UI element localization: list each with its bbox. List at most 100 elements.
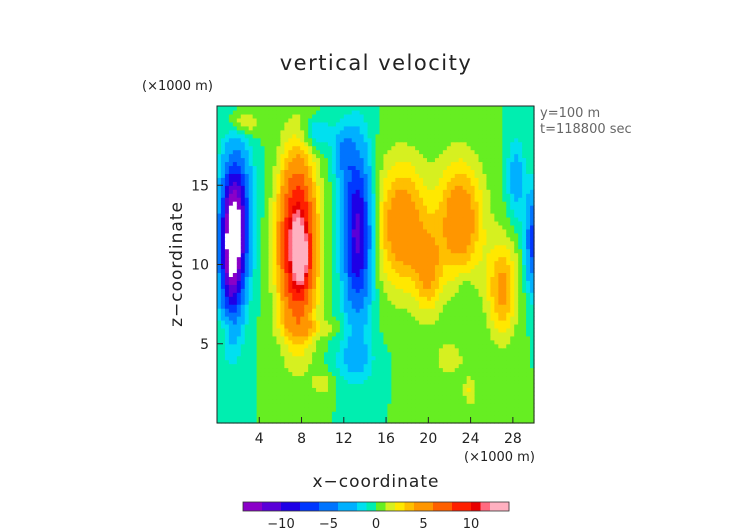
- heatmap-cell: [268, 355, 274, 361]
- heatmap-cell: [335, 351, 341, 357]
- heatmap-cell: [514, 284, 519, 289]
- heatmap-cell: [506, 407, 511, 412]
- heatmap-cell: [415, 292, 420, 297]
- heatmap-cell: [419, 296, 424, 301]
- heatmap-cell: [367, 359, 373, 365]
- heatmap-cell: [351, 284, 357, 289]
- heatmap-cell: [300, 236, 305, 242]
- heatmap-cell: [268, 252, 274, 258]
- heatmap-cell: [490, 236, 495, 242]
- heatmap-cell: [391, 177, 396, 182]
- heatmap-cell: [502, 339, 507, 345]
- heatmap-cell: [355, 363, 361, 369]
- heatmap-cell: [331, 280, 337, 285]
- heatmap-cell: [419, 244, 424, 250]
- heatmap-cell: [248, 260, 254, 266]
- heatmap-cell: [351, 181, 357, 186]
- heatmap-cell: [232, 296, 238, 301]
- heatmap-cell: [450, 236, 456, 242]
- heatmap-cell: [284, 331, 289, 337]
- heatmap-cell: [466, 224, 472, 230]
- heatmap-cell: [228, 201, 234, 206]
- heatmap-cell: [522, 375, 527, 381]
- heatmap-cell: [399, 327, 404, 333]
- heatmap-cell: [276, 415, 281, 420]
- heatmap-cell: [371, 363, 377, 369]
- heatmap-cell: [403, 185, 408, 190]
- heatmap-cell: [236, 244, 242, 250]
- heatmap-cell: [316, 316, 321, 321]
- heatmap-cell: [343, 403, 349, 408]
- heatmap-cell: [387, 292, 392, 297]
- heatmap-cell: [478, 201, 484, 206]
- heatmap-cell: [478, 181, 484, 186]
- heatmap-cell: [240, 197, 246, 202]
- heatmap-cell: [363, 355, 369, 361]
- heatmap-cell: [383, 331, 388, 337]
- heatmap-cell: [343, 240, 349, 246]
- heatmap-cell: [522, 205, 527, 210]
- heatmap-cell: [363, 232, 369, 238]
- heatmap-cell: [490, 359, 495, 365]
- heatmap-cell: [490, 185, 495, 190]
- heatmap-cell: [268, 308, 274, 313]
- heatmap-cell: [442, 304, 448, 309]
- heatmap-cell: [450, 260, 456, 266]
- heatmap-cell: [442, 256, 448, 262]
- heatmap-cell: [260, 359, 266, 365]
- heatmap-cell: [371, 327, 377, 333]
- heatmap-cell: [228, 177, 234, 182]
- heatmap-cell: [522, 331, 527, 337]
- heatmap-cell: [327, 304, 333, 309]
- heatmap-cell: [434, 308, 440, 313]
- heatmap-cell: [502, 351, 507, 357]
- heatmap-cell: [335, 236, 341, 242]
- heatmap-cell: [387, 355, 392, 361]
- heatmap-cell: [327, 260, 333, 266]
- heatmap-cell: [292, 371, 297, 377]
- heatmap-cell: [355, 407, 361, 412]
- heatmap-cell: [379, 177, 385, 182]
- heatmap-cell: [359, 308, 365, 313]
- heatmap-cell: [466, 220, 472, 226]
- heatmap-cell: [379, 252, 385, 258]
- heatmap-cell: [217, 355, 222, 361]
- heatmap-cell: [383, 363, 388, 369]
- heatmap-cell: [284, 335, 289, 341]
- heatmap-cell: [430, 335, 436, 341]
- heatmap-cell: [407, 224, 412, 230]
- heatmap-cell: [343, 220, 349, 226]
- heatmap-cell: [458, 367, 464, 373]
- heatmap-cell: [300, 316, 305, 321]
- heatmap-cell: [427, 391, 432, 396]
- heatmap-cell: [264, 185, 270, 190]
- heatmap-cell: [375, 319, 381, 325]
- heatmap-cell: [308, 181, 313, 186]
- heatmap-cell: [300, 248, 305, 254]
- heatmap-cell: [327, 284, 333, 289]
- heatmap-cell: [268, 256, 274, 262]
- heatmap-cell: [379, 216, 385, 222]
- heatmap-cell: [462, 363, 468, 369]
- heatmap-cell: [510, 343, 515, 349]
- heatmap-cell: [288, 224, 293, 230]
- heatmap-cell: [347, 371, 353, 377]
- heatmap-cell: [323, 284, 329, 289]
- heatmap-cell: [331, 177, 337, 182]
- heatmap-cell: [268, 327, 274, 333]
- heatmap-cell: [474, 264, 480, 270]
- heatmap-cell: [486, 193, 492, 198]
- heatmap-cell: [446, 347, 452, 353]
- heatmap-cell: [252, 379, 258, 384]
- heatmap-cell: [510, 355, 515, 361]
- heatmap-cell: [490, 343, 495, 349]
- heatmap-cell: [494, 399, 499, 404]
- heatmap-cell: [458, 280, 464, 285]
- heatmap-cell: [474, 276, 480, 281]
- heatmap-cell: [399, 371, 404, 377]
- heatmap-cell: [323, 355, 329, 361]
- heatmap-cell: [387, 252, 392, 258]
- heatmap-cell: [498, 185, 503, 190]
- heatmap-cell: [343, 264, 349, 270]
- heatmap-cell: [292, 339, 297, 345]
